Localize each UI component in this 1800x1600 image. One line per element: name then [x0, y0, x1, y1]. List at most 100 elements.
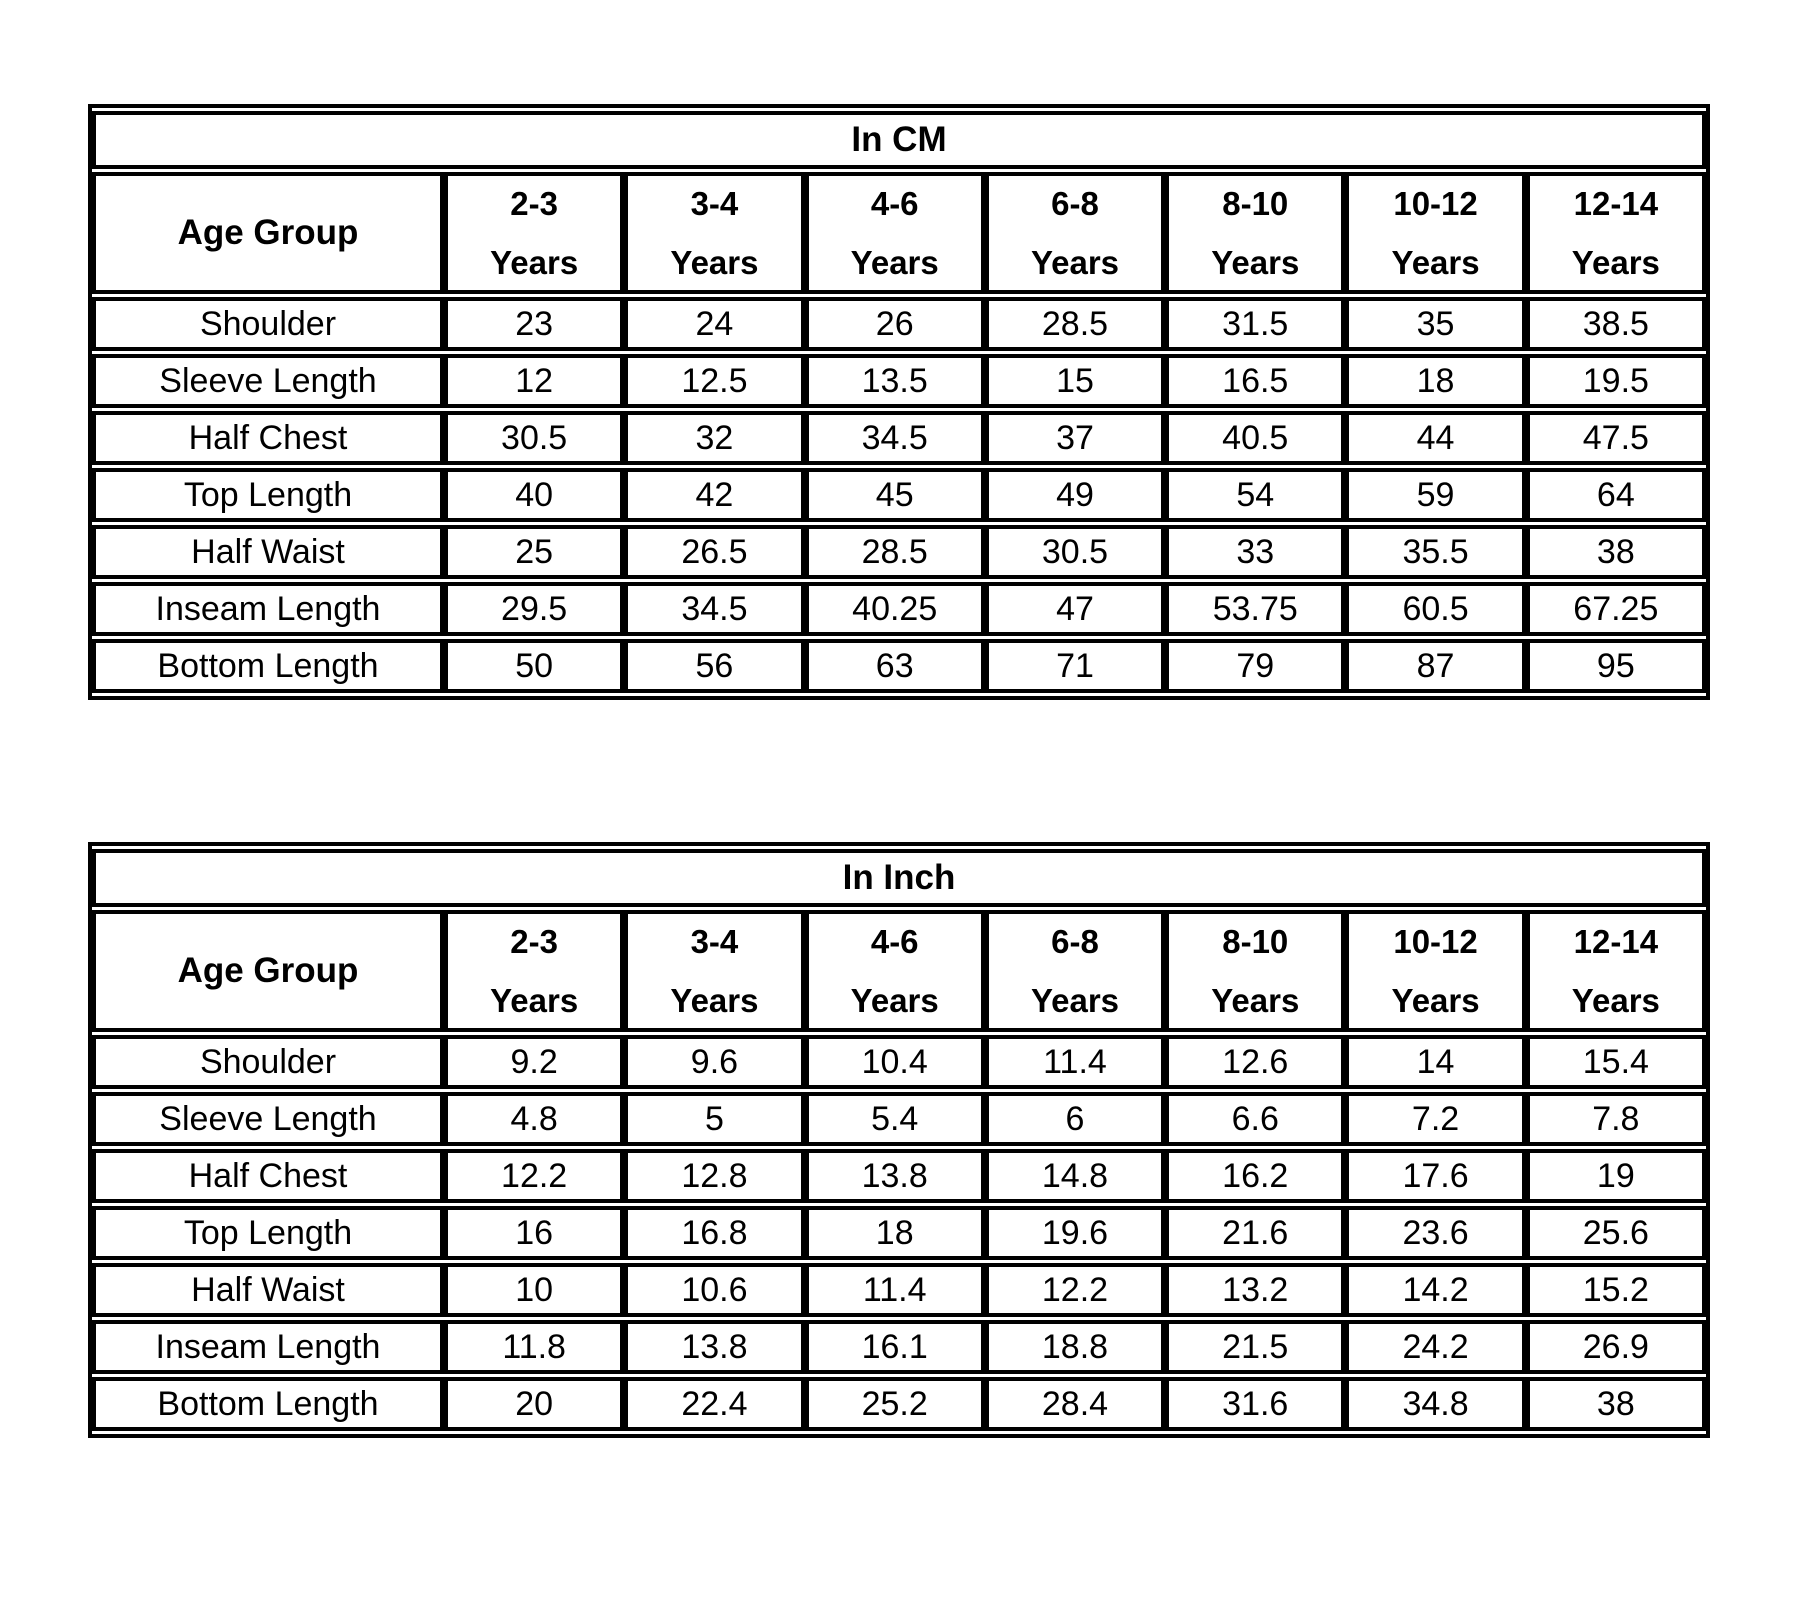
measurement-value: 15.2	[1525, 1263, 1706, 1317]
age-unit-text: Years	[670, 244, 759, 281]
age-unit-text: Years	[1571, 982, 1660, 1019]
table-title-row: In Inch	[92, 849, 1706, 907]
measurement-value: 44	[1345, 411, 1526, 465]
measurement-value: 37	[984, 411, 1166, 465]
measurement-value: 12.6	[1165, 1035, 1346, 1089]
measurement-value: 42	[624, 468, 805, 522]
measurement-value: 25	[444, 525, 625, 579]
measurement-value: 40.5	[1165, 411, 1346, 465]
measurement-value: 5	[624, 1092, 805, 1146]
measurement-value: 30.5	[984, 525, 1166, 579]
measurement-label: Shoulder	[92, 1035, 444, 1089]
column-header-age-range: 6-8 Years	[984, 172, 1166, 294]
measurement-value: 6.6	[1165, 1092, 1346, 1146]
measurement-value: 18.8	[984, 1320, 1166, 1374]
age-range-text: 12-14	[1573, 923, 1659, 960]
age-unit-text: Years	[850, 982, 939, 1019]
measurement-label: Inseam Length	[92, 1320, 444, 1374]
measurement-value: 38.5	[1525, 297, 1706, 351]
measurement-value: 12	[444, 354, 625, 408]
measurement-value: 49	[984, 468, 1166, 522]
measurement-value: 24	[624, 297, 805, 351]
column-header-age-range: 8-10 Years	[1165, 172, 1346, 294]
measurement-value: 38	[1525, 1377, 1706, 1431]
measurement-value: 13.8	[624, 1320, 805, 1374]
measurement-row: Half Waist 25 26.5 28.5 30.5 33 35.5 38	[92, 525, 1706, 579]
measurement-row: Shoulder 9.2 9.6 10.4 11.4 12.6 14 15.4	[92, 1035, 1706, 1089]
measurement-value: 11.4	[984, 1035, 1166, 1089]
column-header-age-range: 3-4 Years	[624, 910, 805, 1032]
measurement-row: Sleeve Length 12 12.5 13.5 15 16.5 18 19.5	[92, 354, 1706, 408]
measurement-row: Half Chest 30.5 32 34.5 37 40.5 44 47.5	[92, 411, 1706, 465]
age-range-text: 2-3	[510, 923, 558, 960]
measurement-value: 13.5	[804, 354, 985, 408]
measurement-value: 67.25	[1525, 582, 1706, 636]
measurement-value: 19.5	[1525, 354, 1706, 408]
column-header-age-range: 2-3 Years	[444, 910, 625, 1032]
measurement-value: 26	[804, 297, 985, 351]
age-unit-text: Years	[670, 982, 759, 1019]
measurement-row: Inseam Length 11.8 13.8 16.1 18.8 21.5 24.2 26.…	[92, 1320, 1706, 1374]
measurement-value: 14	[1345, 1035, 1526, 1089]
measurement-value: 12.5	[624, 354, 805, 408]
age-range-text: 10-12	[1393, 185, 1478, 222]
measurement-value: 21.6	[1165, 1206, 1346, 1260]
age-unit-text: Years	[490, 982, 579, 1019]
age-unit-text: Years	[850, 244, 939, 281]
measurement-row: Shoulder 23 24 26 28.5 31.5 35 38.5	[92, 297, 1706, 351]
measurement-label: Half Chest	[92, 411, 444, 465]
measurement-value: 28.4	[984, 1377, 1166, 1431]
measurement-value: 12.2	[984, 1263, 1166, 1317]
age-unit-text: Years	[1211, 244, 1300, 281]
measurement-value: 40	[444, 468, 625, 522]
measurement-value: 25.2	[804, 1377, 985, 1431]
column-header-age-range: 10-12 Years	[1345, 172, 1526, 294]
measurement-label: Half Chest	[92, 1149, 444, 1203]
table-title: In Inch	[92, 849, 1706, 907]
age-range-text: 6-8	[1051, 923, 1099, 960]
measurement-value: 18	[1345, 354, 1526, 408]
measurement-value: 25.6	[1525, 1206, 1706, 1260]
measurement-value: 7.2	[1345, 1092, 1526, 1146]
age-unit-text: Years	[1391, 244, 1480, 281]
measurement-value: 5.4	[804, 1092, 985, 1146]
column-header-age-range: 10-12 Years	[1345, 910, 1526, 1032]
measurement-value: 45	[804, 468, 985, 522]
column-header-age-range: 12-14 Years	[1525, 910, 1706, 1032]
measurement-row: Top Length 16 16.8 18 19.6 21.6 23.6 25.6	[92, 1206, 1706, 1260]
measurement-value: 22.4	[624, 1377, 805, 1431]
measurement-row: Bottom Length 50 56 63 71 79 87 95	[92, 639, 1706, 693]
measurement-label: Bottom Length	[92, 1377, 444, 1431]
measurement-value: 15.4	[1525, 1035, 1706, 1089]
measurement-label: Bottom Length	[92, 639, 444, 693]
measurement-value: 47	[984, 582, 1166, 636]
measurement-value: 13.2	[1165, 1263, 1346, 1317]
measurement-value: 16.2	[1165, 1149, 1346, 1203]
measurement-value: 26.5	[624, 525, 805, 579]
age-range-text: 3-4	[690, 185, 739, 222]
age-range-text: 10-12	[1393, 923, 1478, 960]
measurement-value: 16	[444, 1206, 625, 1260]
column-header-age-range: 4-6 Years	[804, 910, 985, 1032]
age-unit-text: Years	[1030, 244, 1120, 281]
measurement-label: Top Length	[92, 468, 444, 522]
table-title-row: In CM	[92, 111, 1706, 169]
table-title: In CM	[92, 111, 1706, 169]
measurement-value: 59	[1345, 468, 1526, 522]
measurement-value: 50	[444, 639, 625, 693]
age-unit-text: Years	[490, 244, 579, 281]
measurement-label: Sleeve Length	[92, 354, 444, 408]
measurement-value: 13.8	[804, 1149, 985, 1203]
measurement-label: Half Waist	[92, 525, 444, 579]
measurement-value: 6	[984, 1092, 1166, 1146]
measurement-value: 35.5	[1345, 525, 1526, 579]
measurement-value: 33	[1165, 525, 1346, 579]
measurement-value: 87	[1345, 639, 1526, 693]
measurement-value: 31.5	[1165, 297, 1346, 351]
measurement-row: Sleeve Length 4.8 5 5.4 6 6.6 7.2 7.8	[92, 1092, 1706, 1146]
measurement-row: Half Chest 12.2 12.8 13.8 14.8 16.2 17.6 19	[92, 1149, 1706, 1203]
measurement-value: 29.5	[444, 582, 625, 636]
age-range-text: 6-8	[1051, 185, 1099, 222]
measurement-value: 19	[1525, 1149, 1706, 1203]
